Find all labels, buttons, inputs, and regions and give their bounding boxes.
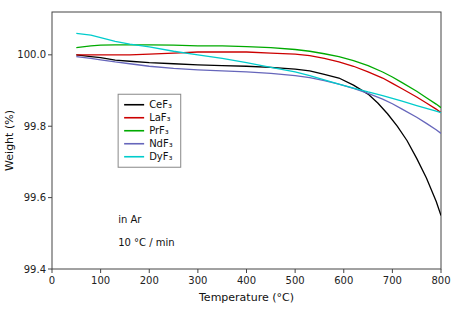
legend-swatch bbox=[124, 117, 144, 119]
legend-label: PrF₃ bbox=[149, 125, 169, 136]
y-axis-label: Weight (%) bbox=[3, 110, 16, 171]
y-tick bbox=[48, 54, 52, 55]
x-tick-label: 400 bbox=[237, 275, 256, 286]
x-tick-label: 800 bbox=[431, 275, 450, 286]
x-tick-label: 600 bbox=[334, 275, 353, 286]
legend-label: DyF₃ bbox=[149, 151, 172, 162]
x-tick bbox=[392, 269, 393, 273]
y-tick bbox=[48, 197, 52, 198]
legend-swatch bbox=[124, 104, 144, 106]
legend-swatch bbox=[124, 130, 144, 132]
legend-swatch bbox=[124, 156, 144, 158]
x-tick-label: 0 bbox=[49, 275, 55, 286]
legend-label: LaF₃ bbox=[149, 112, 170, 123]
x-tick bbox=[441, 269, 442, 273]
x-tick bbox=[52, 269, 53, 273]
y-tick-label: 99.4 bbox=[24, 264, 46, 275]
y-tick bbox=[48, 126, 52, 127]
legend: CeF₃ LaF₃ PrF₃ NdF₃ DyF₃ bbox=[118, 94, 181, 167]
x-tick bbox=[149, 269, 150, 273]
legend-box bbox=[118, 94, 181, 167]
chart-container: 0 100 200 300 400 500 600 700 800 99.4 99.6 99.8 100… bbox=[0, 0, 453, 309]
x-tick bbox=[343, 269, 344, 273]
plot-area bbox=[76, 33, 441, 215]
x-tick bbox=[246, 269, 247, 273]
annotation: in Ar bbox=[118, 214, 142, 225]
series-line bbox=[76, 55, 441, 216]
x-tick-label: 500 bbox=[286, 275, 305, 286]
legend-label: NdF₃ bbox=[149, 138, 173, 149]
x-tick-label: 200 bbox=[140, 275, 159, 286]
x-tick bbox=[197, 269, 198, 273]
x-tick bbox=[295, 269, 296, 273]
x-axis-label: Temperature (°C) bbox=[198, 291, 294, 304]
plot-frame bbox=[52, 12, 441, 269]
x-tick bbox=[100, 269, 101, 273]
y-tick-label: 100.0 bbox=[17, 49, 46, 60]
y-tick-label: 99.6 bbox=[24, 192, 46, 203]
annotation: 10 °C / min bbox=[118, 237, 174, 248]
x-tick-label: 300 bbox=[188, 275, 207, 286]
x-tick-label: 100 bbox=[91, 275, 110, 286]
legend-swatch bbox=[124, 143, 144, 145]
chart: 0 100 200 300 400 500 600 700 800 99.4 99.6 99.8 100… bbox=[0, 0, 453, 309]
y-tick bbox=[48, 269, 52, 270]
legend-label: CeF₃ bbox=[149, 99, 172, 110]
x-tick-label: 700 bbox=[383, 275, 402, 286]
y-tick-label: 99.8 bbox=[24, 121, 46, 132]
